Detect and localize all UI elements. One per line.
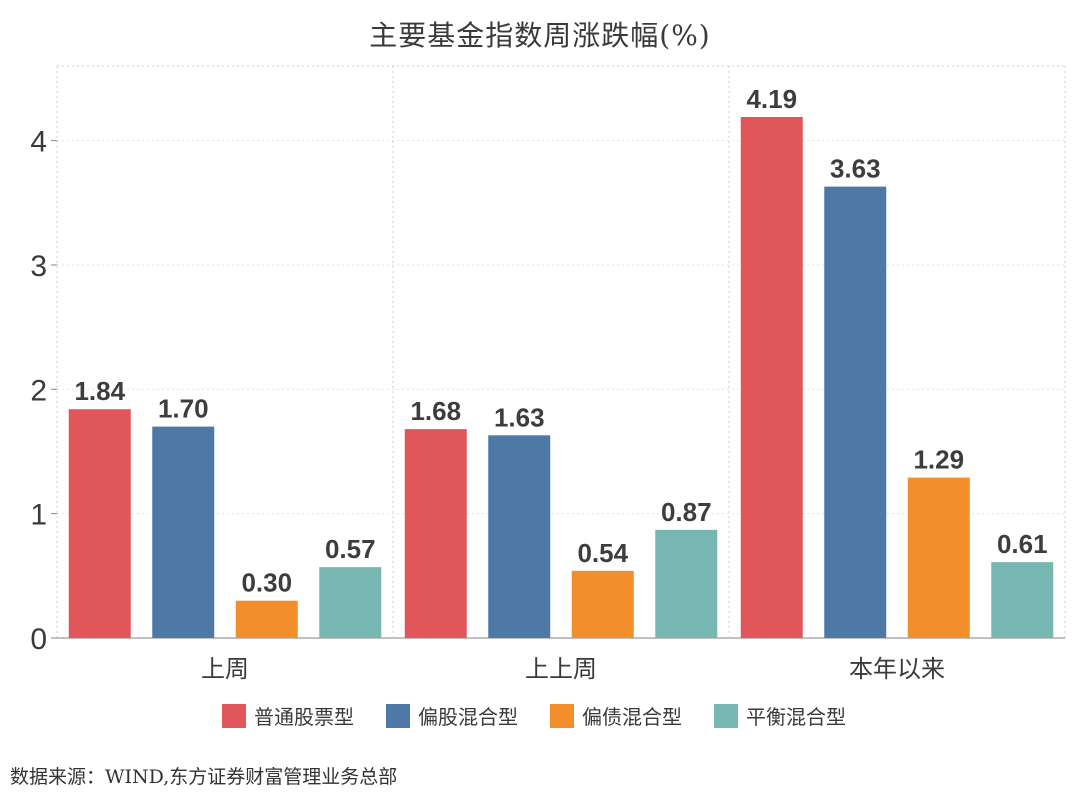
y-tick-label: 2 bbox=[30, 374, 47, 407]
source-note: 数据来源：WIND,东方证券财富管理业务总部 bbox=[10, 766, 398, 788]
legend-item: 平衡混合型 bbox=[714, 704, 846, 729]
data-label: 0.57 bbox=[325, 534, 376, 564]
bar bbox=[824, 186, 887, 639]
y-axis: 0 1 2 3 4 bbox=[30, 126, 57, 656]
bar bbox=[991, 562, 1054, 638]
data-label: 1.70 bbox=[158, 394, 209, 424]
data-label: 0.54 bbox=[577, 538, 628, 568]
legend-swatch bbox=[222, 704, 246, 728]
data-label: 1.68 bbox=[410, 396, 461, 426]
value-labels: 1.84 1.70 0.30 0.57 1.68 1.63 0.54 0.87 4.19 3.63… bbox=[74, 84, 1047, 598]
y-tick-label: 1 bbox=[30, 499, 47, 532]
data-label: 4.19 bbox=[746, 84, 797, 114]
legend-label: 偏债混合型 bbox=[582, 705, 682, 729]
legend-item: 偏债混合型 bbox=[550, 704, 682, 729]
bar bbox=[655, 529, 718, 638]
y-tick-label: 4 bbox=[30, 126, 47, 159]
legend: 普通股票型 偏股混合型 偏债混合型 平衡混合型 bbox=[222, 704, 846, 729]
x-axis: 上周 上上周 本年以来 bbox=[201, 655, 945, 683]
legend-label: 平衡混合型 bbox=[746, 705, 846, 729]
x-category-label: 上上周 bbox=[525, 655, 597, 683]
grid bbox=[56, 65, 1066, 639]
data-label: 0.30 bbox=[241, 568, 292, 598]
legend-item: 普通股票型 bbox=[222, 704, 354, 729]
data-label: 1.63 bbox=[494, 402, 545, 432]
legend-item: 偏股混合型 bbox=[386, 704, 518, 729]
x-category-label: 上周 bbox=[201, 655, 249, 683]
bar bbox=[488, 435, 551, 638]
chart-title: 主要基金指数周涨跌幅(%) bbox=[369, 19, 710, 52]
data-label: 0.61 bbox=[997, 529, 1048, 559]
bar bbox=[68, 409, 131, 638]
bar bbox=[907, 477, 970, 638]
legend-swatch bbox=[550, 704, 574, 728]
legend-label: 普通股票型 bbox=[254, 705, 354, 729]
bar bbox=[404, 429, 467, 638]
bar bbox=[319, 567, 382, 638]
legend-label: 偏股混合型 bbox=[418, 705, 518, 729]
x-category-label: 本年以来 bbox=[849, 655, 945, 683]
legend-swatch bbox=[714, 704, 738, 728]
bar bbox=[235, 600, 298, 638]
data-label: 1.84 bbox=[74, 376, 125, 406]
y-tick-label: 3 bbox=[30, 250, 47, 283]
bar bbox=[152, 426, 215, 638]
bar bbox=[571, 570, 634, 638]
data-label: 3.63 bbox=[830, 154, 881, 184]
bars bbox=[68, 116, 1054, 639]
data-label: 1.29 bbox=[913, 445, 964, 475]
bar bbox=[740, 116, 803, 638]
data-label: 0.87 bbox=[661, 497, 712, 527]
y-tick-label: 0 bbox=[30, 623, 47, 656]
legend-swatch bbox=[386, 704, 410, 728]
